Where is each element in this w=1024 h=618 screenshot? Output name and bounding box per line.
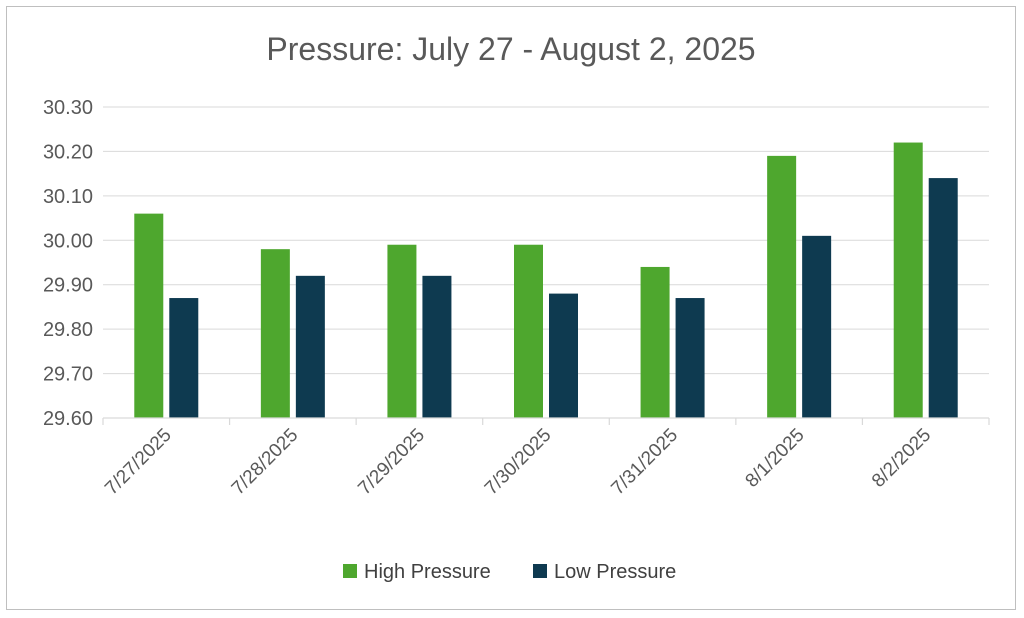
x-tick-label: 8/2/2025 <box>868 425 935 492</box>
bar-low-pressure <box>802 235 832 418</box>
bar-high-pressure <box>893 142 923 419</box>
bar-low-pressure <box>422 275 452 418</box>
x-axis-ticks: 7/27/2025 7/28/2025 7/29/2025 7/30/2025 7/31… <box>101 425 935 500</box>
bar-high-pressure <box>640 266 670 418</box>
chart-title: Pressure: July 27 - August 2, 2025 <box>266 31 755 67</box>
bar-high-pressure <box>387 244 417 418</box>
y-tick-label: 30.00 <box>43 230 93 252</box>
y-tick-label: 30.10 <box>43 186 93 208</box>
bar-low-pressure <box>549 293 578 418</box>
y-tick-label: 30.30 <box>43 97 93 119</box>
x-tick-label: 7/29/2025 <box>354 425 429 500</box>
bar-low-pressure <box>295 275 325 418</box>
bar-low-pressure <box>675 298 705 418</box>
legend: High Pressure Low Pressure <box>343 561 676 583</box>
legend-label: Low Pressure <box>554 561 676 583</box>
y-axis-ticks: 29.60 29.70 29.80 29.90 30.00 30.10 30.20 30.30 <box>43 97 93 430</box>
bars <box>134 142 958 419</box>
x-tick-label: 8/1/2025 <box>742 425 809 492</box>
legend-swatch <box>343 564 357 578</box>
y-tick-label: 29.90 <box>43 275 93 297</box>
x-tick-label: 7/27/2025 <box>101 425 176 500</box>
bar-low-pressure <box>169 298 199 418</box>
bar-high-pressure <box>260 249 290 418</box>
gridlines <box>103 106 989 375</box>
y-tick-label: 29.80 <box>43 319 93 341</box>
bar-high-pressure <box>134 213 164 418</box>
bar-high-pressure <box>514 244 543 418</box>
legend-label: High Pressure <box>364 561 491 583</box>
y-tick-label: 29.60 <box>43 408 93 430</box>
x-tick-label: 7/30/2025 <box>481 425 556 500</box>
y-tick-label: 30.20 <box>43 141 93 163</box>
y-tick-label: 29.70 <box>43 364 93 386</box>
bar-low-pressure <box>928 178 958 418</box>
legend-swatch <box>533 564 547 578</box>
bar-high-pressure <box>767 155 797 418</box>
x-tick-label: 7/31/2025 <box>607 425 682 500</box>
x-tick-label: 7/28/2025 <box>228 425 303 500</box>
x-axis <box>102 417 990 425</box>
